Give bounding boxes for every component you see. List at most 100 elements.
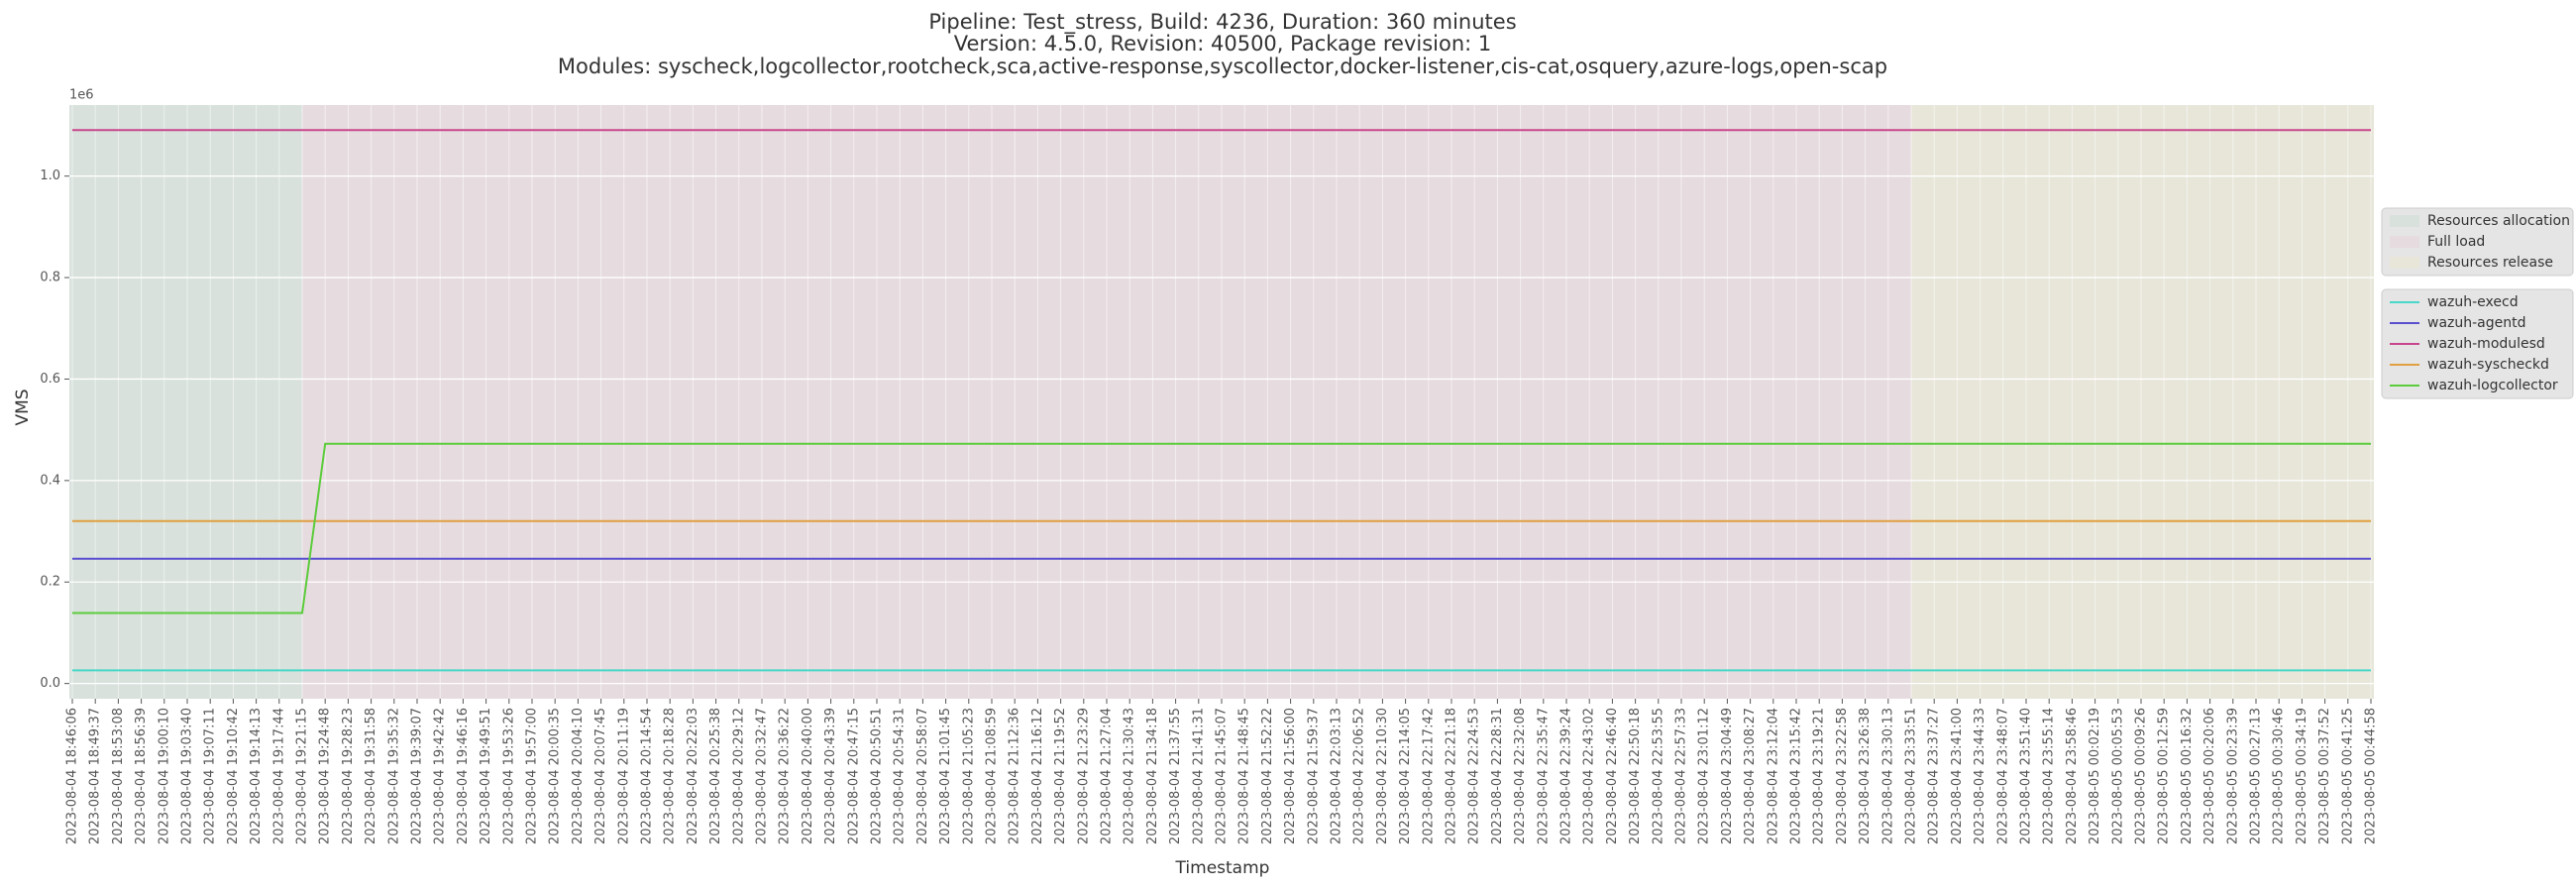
x-tick-label: 2023-08-04 20:29:12: [731, 708, 746, 844]
legend-label: wazuh-execd: [2427, 294, 2519, 310]
x-axis-label: Timestamp: [1175, 858, 1270, 878]
x-tick-label: 2023-08-04 23:51:40: [2019, 708, 2034, 844]
x-tick-label: 2023-08-04 19:17:44: [271, 708, 286, 844]
x-tick-label: 2023-08-04 19:07:11: [203, 708, 218, 844]
x-tick-label: 2023-08-04 22:57:33: [1674, 708, 1689, 844]
y-tick-label: 0.8: [40, 271, 60, 285]
chart-title: Modules: syscheck,logcollector,rootcheck…: [558, 55, 1887, 78]
x-tick-label: 2023-08-05 00:30:46: [2272, 708, 2287, 844]
x-tick-label: 2023-08-04 19:39:07: [410, 708, 425, 844]
x-tick-label: 2023-08-04 21:23:29: [1076, 708, 1091, 844]
x-tick-label: 2023-08-04 19:57:00: [525, 708, 540, 844]
x-tick-label: 2023-08-04 20:40:00: [801, 708, 815, 844]
x-tick-label: 2023-08-04 22:03:13: [1330, 708, 1344, 844]
x-tick-label: 2023-08-04 20:18:28: [663, 708, 678, 844]
x-tick-label: 2023-08-04 19:31:58: [364, 708, 378, 844]
x-tick-label: 2023-08-04 22:35:47: [1536, 708, 1551, 844]
x-tick-label: 2023-08-04 23:04:49: [1720, 708, 1735, 844]
x-tick-label: 2023-08-04 20:58:07: [915, 708, 930, 844]
x-tick-label: 2023-08-04 19:46:16: [456, 708, 471, 844]
x-tick-label: 2023-08-04 20:04:10: [571, 708, 586, 844]
x-tick-label: 2023-08-04 18:56:39: [134, 708, 149, 844]
x-tick-label: 2023-08-04 23:15:42: [1789, 708, 1804, 844]
x-tick-label: 2023-08-05 00:05:53: [2110, 708, 2125, 844]
x-tick-label: 2023-08-04 22:21:18: [1445, 708, 1459, 844]
x-tick-label: 2023-08-05 00:20:06: [2202, 708, 2217, 844]
x-tick-label: 2023-08-04 21:27:04: [1100, 708, 1115, 844]
x-tick-label: 2023-08-04 21:05:23: [961, 708, 976, 844]
legend-label: Full load: [2427, 234, 2485, 250]
x-tick-label: 2023-08-04 20:00:35: [548, 708, 563, 844]
x-tick-label: 2023-08-04 22:39:24: [1559, 708, 1574, 844]
x-tick-label: 2023-08-04 22:17:42: [1421, 708, 1436, 844]
x-tick-label: 2023-08-05 00:37:52: [2317, 708, 2332, 844]
x-tick-label: 2023-08-04 19:00:10: [157, 708, 171, 844]
legend-label: wazuh-agentd: [2427, 315, 2526, 331]
y-axis-label: VMS: [13, 389, 33, 425]
x-tick-label: 2023-08-04 19:42:42: [433, 708, 448, 844]
legend-box: [2381, 288, 2574, 399]
x-tick-label: 2023-08-04 23:37:27: [1927, 708, 1942, 844]
x-tick-label: 2023-08-04 22:32:08: [1513, 708, 1528, 844]
chart-title: Version: 4.5.0, Revision: 40500, Package…: [954, 32, 1492, 56]
x-tick-label: 2023-08-05 00:23:39: [2225, 708, 2240, 844]
x-tick-label: 2023-08-04 21:52:22: [1260, 708, 1275, 844]
x-tick-label: 2023-08-04 21:41:31: [1191, 708, 1206, 844]
x-tick-label: 2023-08-04 20:22:03: [686, 708, 700, 844]
x-tick-label: 2023-08-04 19:28:23: [341, 708, 356, 844]
x-tick-label: 2023-08-04 20:50:51: [870, 708, 885, 844]
x-tick-label: 2023-08-04 22:24:53: [1467, 708, 1482, 844]
x-tick-label: 2023-08-04 19:24:48: [318, 708, 333, 844]
axis-offset: 1e6: [69, 88, 94, 103]
legend-label: Resources release: [2427, 255, 2553, 271]
x-tick-label: 2023-08-04 23:26:38: [1858, 708, 1873, 844]
x-tick-label: 2023-08-04 22:50:18: [1628, 708, 1643, 844]
x-tick-label: 2023-08-04 19:21:15: [295, 708, 310, 844]
x-tick-label: 2023-08-05 00:16:32: [2180, 708, 2195, 844]
x-tick-label: 2023-08-05 00:27:13: [2249, 708, 2264, 844]
x-tick-label: 2023-08-04 20:32:47: [755, 708, 770, 844]
x-tick-label: 2023-08-04 21:12:36: [1008, 708, 1022, 844]
x-tick-label: 2023-08-04 23:30:13: [1880, 708, 1895, 844]
x-tick-label: 2023-08-04 18:49:37: [88, 708, 103, 844]
x-tick-label: 2023-08-05 00:12:59: [2157, 708, 2172, 844]
x-tick-label: 2023-08-04 21:37:55: [1168, 708, 1183, 844]
y-tick-label: 0.2: [40, 575, 60, 590]
x-tick-label: 2023-08-04 21:08:59: [985, 708, 1000, 844]
region-legend: Resources allocation Full load Resources r…: [2381, 207, 2574, 277]
x-tick-label: 2023-08-04 21:34:18: [1145, 708, 1160, 844]
legend-swatch: [2390, 236, 2419, 248]
legend-swatch: [2390, 215, 2419, 227]
x-tick-label: 2023-08-04 23:44:33: [1973, 708, 1987, 844]
x-tick-label: 2023-08-04 21:45:07: [1215, 708, 1230, 844]
x-tick-label: 2023-08-05 00:09:26: [2134, 708, 2149, 844]
x-tick-label: 2023-08-04 20:14:54: [640, 708, 655, 844]
x-tick-label: 2023-08-04 20:25:38: [708, 708, 723, 844]
x-tick-label: 2023-08-04 19:35:32: [386, 708, 401, 844]
legend-label: wazuh-modulesd: [2427, 336, 2545, 352]
series-line: [72, 442, 2371, 614]
x-tick-label: 2023-08-04 22:10:30: [1375, 708, 1390, 844]
x-tick-label: 2023-08-04 21:48:45: [1237, 708, 1252, 844]
x-tick-label: 2023-08-05 00:44:58: [2364, 708, 2379, 844]
x-tick-label: 2023-08-04 23:19:21: [1812, 708, 1827, 844]
x-tick-label: 2023-08-04 23:33:51: [1904, 708, 1919, 844]
x-tick-label: 2023-08-04 23:08:27: [1743, 708, 1758, 844]
series-legend: wazuh-execd wazuh-agentd wazuh-modulesd waz…: [2381, 288, 2574, 399]
x-tick-label: 2023-08-04 21:30:43: [1123, 708, 1137, 844]
x-tick-label: 2023-08-04 19:49:51: [479, 708, 493, 844]
x-tick-label: 2023-08-04 19:10:42: [226, 708, 241, 844]
chart-title: Pipeline: Test_stress, Build: 4236, Dura…: [928, 10, 1516, 35]
y-tick-label: 1.0: [40, 168, 60, 183]
x-tick-label: 2023-08-04 21:56:00: [1283, 708, 1298, 844]
x-tick-label: 2023-08-04 22:46:40: [1605, 708, 1620, 844]
phase-region: [69, 105, 302, 699]
x-tick-label: 2023-08-04 23:01:12: [1697, 708, 1712, 844]
legend-box: [2381, 207, 2574, 277]
x-tick-label: 2023-08-04 23:58:46: [2065, 708, 2080, 844]
x-tick-label: 2023-08-04 20:54:31: [893, 708, 908, 844]
x-tick-label: 2023-08-05 00:34:19: [2295, 708, 2309, 844]
x-tick-label: 2023-08-05 00:02:19: [2088, 708, 2102, 844]
x-tick-label: 2023-08-04 22:06:52: [1352, 708, 1367, 844]
